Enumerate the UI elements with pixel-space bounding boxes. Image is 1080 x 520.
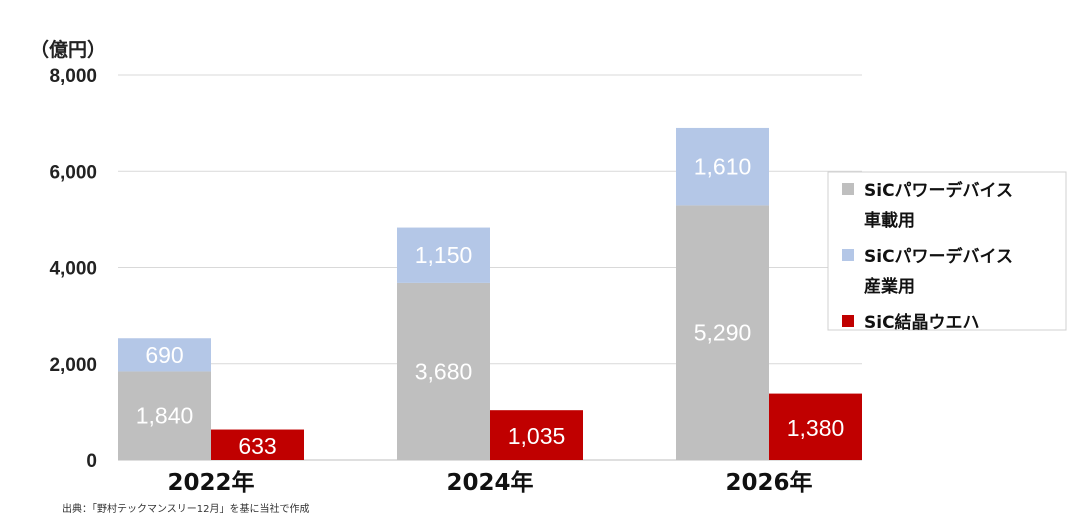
bar-segment bbox=[397, 227, 490, 283]
y-tick-label: 2,000 bbox=[49, 355, 97, 376]
legend-label: SiCパワーデバイス bbox=[864, 180, 1013, 201]
x-tick-label: 2026年 bbox=[725, 469, 812, 496]
y-axis-ticks: 0 2,000 4,000 6,000 8,000 bbox=[49, 66, 97, 472]
bar-wafer bbox=[211, 429, 304, 460]
legend-swatch bbox=[842, 249, 854, 261]
bar-segment bbox=[676, 127, 769, 206]
data-label: 633 bbox=[238, 433, 276, 459]
bar-wafer bbox=[769, 393, 862, 460]
y-tick-label: 8,000 bbox=[49, 66, 97, 87]
data-label: 3,680 bbox=[415, 358, 473, 384]
x-axis-ticks: 2022年 2024年 2026年 bbox=[167, 469, 812, 496]
bar-segment bbox=[397, 282, 490, 460]
legend-swatch bbox=[842, 183, 854, 195]
legend-label: 車載用 bbox=[864, 210, 915, 231]
x-tick-label: 2024年 bbox=[446, 469, 533, 496]
x-tick-label: 2022年 bbox=[167, 469, 254, 496]
data-label: 690 bbox=[145, 342, 183, 368]
data-label: 1,380 bbox=[787, 415, 845, 441]
legend-swatch bbox=[842, 315, 854, 327]
data-label: 5,290 bbox=[694, 320, 752, 346]
data-label: 1,610 bbox=[694, 154, 752, 180]
data-label: 1,840 bbox=[136, 403, 194, 429]
legend-box bbox=[827, 171, 1067, 331]
source-note: 出典：「野村テックマンスリー12月」を基に当社で作成 bbox=[62, 502, 310, 515]
data-labels: 1,840 690 633 3,680 1,150 1,035 5,290 1,610 1,38… bbox=[136, 154, 845, 459]
legend-label: SiCパワーデバイス bbox=[864, 246, 1013, 267]
data-label: 1,035 bbox=[508, 423, 566, 449]
legend-label: 産業用 bbox=[864, 276, 915, 297]
y-tick-label: 4,000 bbox=[49, 259, 97, 280]
legend-label: SiC結晶ウエハ bbox=[864, 312, 980, 333]
bar-segment bbox=[118, 371, 211, 460]
y-tick-label: 6,000 bbox=[49, 162, 97, 183]
bars bbox=[118, 127, 862, 460]
data-label: 1,150 bbox=[415, 242, 473, 268]
y-axis-unit-label: （億円） bbox=[30, 38, 106, 61]
bar-segment bbox=[676, 205, 769, 460]
bar-segment bbox=[118, 338, 211, 372]
y-tick-label: 0 bbox=[86, 451, 97, 472]
bar-wafer bbox=[490, 410, 583, 460]
